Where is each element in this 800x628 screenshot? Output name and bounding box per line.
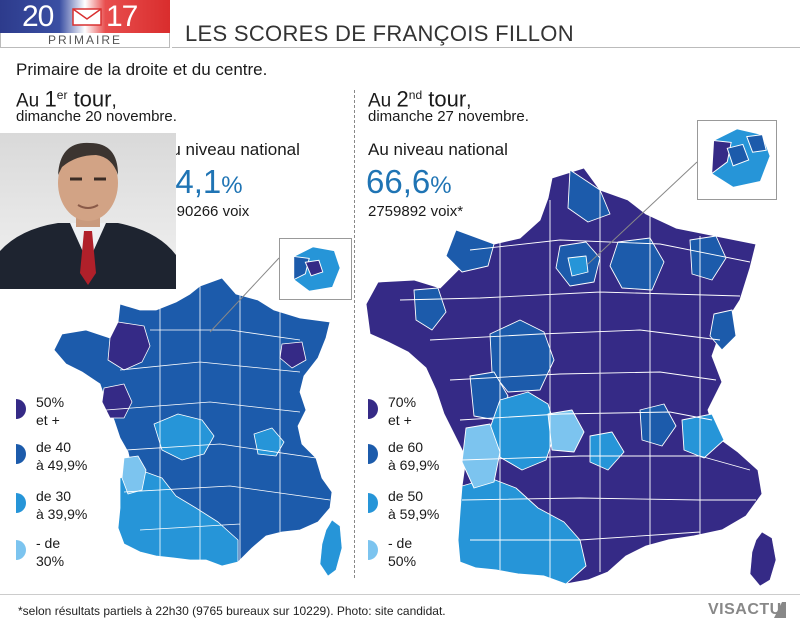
tour2-legend-2-line1: de 60 [388,439,424,455]
tour2-comma: , [466,90,472,112]
tour2-departments-pale-gironde [461,423,501,489]
tour2-departments-pale-correze [547,409,585,453]
tour2-word: tour [422,86,467,112]
tour1-france-map [53,277,343,577]
tour1-legend-swatch-1 [16,399,26,419]
tour2-percent-value: 66,6 [366,163,431,200]
tour1-number: 1 [44,86,57,112]
tour2-legend-swatch-3 [368,493,378,513]
tour2-legend-swatch-2 [368,444,378,464]
tour2-legend-1-line1: 70% [388,394,417,410]
tour2-paris-inset [697,120,777,200]
tour1-legend-4-line1: - de [36,535,61,551]
tour1-legend-2-line2: à 49,9% [36,457,88,473]
tour1-inset-leader [209,257,280,333]
tour2-title: Au 2nd tour, [368,84,471,112]
page-subtitle: Primaire de la droite et du centre. [16,60,268,79]
tour2-departments-mid-rhone [639,403,677,447]
tour1-date: dimanche 20 novembre. [16,108,177,125]
tour2-votes: 2759892 voix* [368,203,464,220]
brand-text: VISACTU [708,601,782,618]
tour2-percentage: 66,6% [366,162,452,209]
tour1-legend-3-line1: de 30 [36,488,72,504]
tour2-departments-mid-bretagne [413,287,447,331]
tour1-prefix: Au [16,90,45,112]
tour2-legend-2-line2: à 69,9% [388,457,440,473]
tour2-prefix: Au [368,90,397,112]
tour1-legend-1-line1: 50% [36,394,65,410]
tour1-legend-swatch-4 [16,540,26,560]
tour2-grid-lines [399,190,756,578]
tour1-corsica [319,519,343,577]
footnote: *selon résultats partiels à 22h30 (9765 … [18,604,446,618]
tour1-grid-line-1 [105,286,331,562]
tour1-departments-dark-ouest [107,321,151,371]
tour2-legend-3-line2: à 59,9% [388,506,440,522]
tour1-legend-swatch-3 [16,493,26,513]
tour2-percent-sign: % [430,172,452,199]
logo-year-right: 17 [106,0,138,33]
tour2-france-map [365,167,777,587]
tour2-departments-mid-lorraine [689,235,727,281]
tour2-departments-light-auvergne [589,431,625,471]
tour2-date: dimanche 27 novembre. [368,108,529,125]
tour1-national-label: Au niveau national [160,140,300,159]
brand-slash-icon [774,602,786,618]
logo-year-left: 20 [22,0,54,33]
tour2-legend-4-line2: 50% [388,553,417,569]
logo-subtitle: PRIMAIRE [0,33,170,48]
tour1-votes: 1890266 voix [160,203,250,220]
tour2-legend-swatch-1 [368,399,378,419]
tour2-departments-mid-nord [567,169,611,223]
tours-divider [354,90,355,578]
tour2-legend-4-line1: - de [388,535,413,551]
tour1-word: tour [67,86,112,112]
primaire-2017-logo: 20 17 PRIMAIRE [0,0,170,48]
tour1-departments-pale-gironde [121,455,147,495]
tour1-comma: , [111,90,117,112]
tour2-national-label: Au niveau national [368,140,508,159]
tour1-legend-1-line2: et + [36,412,60,428]
tour1-departments-light-sudouest [117,469,239,567]
tour2-legend-3-line1: de 50 [388,488,424,504]
tour1-legend-4-line2: 30% [36,553,65,569]
tour2-legend-swatch-4 [368,540,378,560]
tour2-number: 2 [396,86,409,112]
tour2-inset-leader [587,161,698,265]
tour1-legend-3-line2: à 39,9% [36,506,88,522]
tour1-title: Au 1er tour, [16,84,117,112]
tour1-legend-2-line1: de 40 [36,439,72,455]
tour2-corsica [749,531,777,587]
tour1-legend-swatch-2 [16,444,26,464]
tour1-percent-sign: % [221,172,243,199]
footer-divider [0,594,800,595]
tour2-departments-mid-normandie [445,229,495,273]
tour2-departments-light-sudouest [457,477,587,585]
candidate-photo [0,133,176,289]
page-title: LES SCORES DE FRANÇOIS FILLON [185,21,574,46]
tour2-ordinal: nd [408,88,423,102]
tour2-legend-1-line2: et + [388,412,412,428]
tour2-departments-light-alpes [681,413,725,459]
tour1-paris-inset [279,238,352,300]
tour1-departments [53,277,333,567]
tour2-departments-light-idf [567,255,589,277]
visactu-logo: VISACTU [708,601,786,619]
tour2-departments [365,167,763,585]
tour1-ordinal: er [56,88,68,102]
envelope-icon [72,8,102,26]
header-divider [172,47,800,48]
